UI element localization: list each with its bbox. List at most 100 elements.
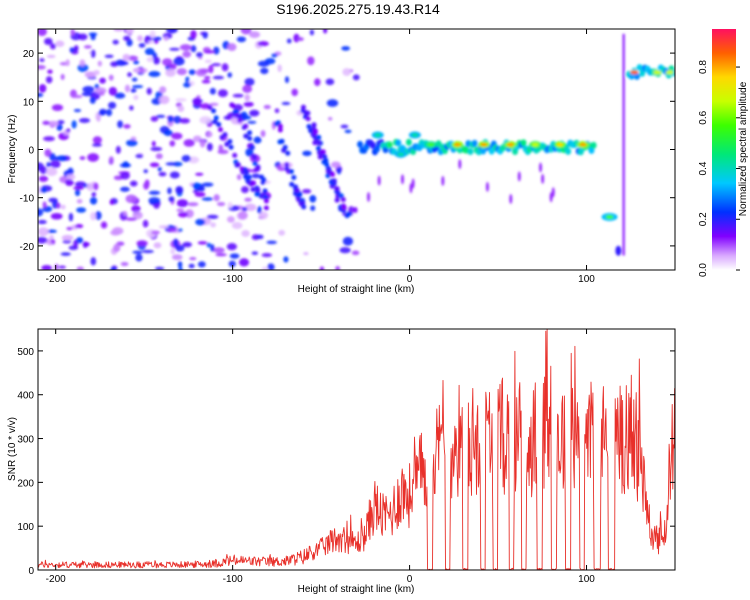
heatmap-cell [300, 200, 306, 206]
heatmap-cell [253, 136, 262, 144]
heatmap-cell [351, 250, 360, 256]
heatmap-cell [46, 229, 57, 234]
heatmap-cell [216, 201, 226, 207]
heatmap-cell [232, 152, 238, 158]
heatmap-cell [38, 227, 49, 237]
y-tick-label: 500 [17, 347, 34, 358]
colorbar-tick-label: 0.6 [698, 110, 709, 124]
heatmap-cell [135, 153, 144, 159]
x-tick-label: 0 [407, 274, 413, 285]
x-tick-label: -200 [46, 274, 66, 285]
heatmap-cell [263, 205, 269, 211]
heatmap-cell [207, 132, 213, 138]
heatmap-cell [377, 175, 381, 186]
heatmap-cell [258, 211, 269, 220]
heatmap-cell [158, 225, 169, 229]
heatmap-cell [284, 76, 290, 84]
heatmap-cell [239, 258, 250, 267]
heatmap-cell [340, 124, 349, 129]
heatmap-cell [409, 183, 413, 194]
heatmap-cell [201, 79, 211, 84]
heatmap-cell [289, 181, 295, 187]
heatmap-cell [179, 118, 190, 124]
heatmap-peak [579, 142, 587, 147]
heatmap-cell [146, 56, 154, 63]
snr-panel: -200 -100 0 100 0 100 200 300 400 500 Height of s… [7, 328, 676, 595]
heatmap-cell [176, 208, 185, 213]
heatmap-cell [338, 193, 344, 199]
heatmap-cell [277, 123, 283, 129]
heatmap-cell [435, 140, 442, 148]
heatmap-cell [342, 68, 352, 76]
heatmap-cell [135, 253, 143, 262]
heatmap-cell [323, 158, 329, 164]
heatmap-cell [307, 56, 315, 66]
heatmap-cell [42, 201, 47, 208]
y-tick-label: 400 [17, 391, 34, 402]
heatmap-cell [165, 162, 177, 166]
heatmap-cell [369, 141, 376, 149]
heatmap-cell [49, 153, 56, 161]
heatmap-cell [125, 139, 138, 147]
colorbar-ticks: 0.0 0.2 0.4 0.6 0.8 [698, 60, 740, 277]
heatmap-cell [109, 199, 114, 205]
colorbar-tick-label: 0.4 [698, 161, 709, 175]
heatmap-cell [231, 221, 243, 230]
heatmap-cell [123, 124, 131, 129]
heatmap-cell [83, 242, 90, 247]
heatmap-cell [639, 69, 646, 77]
heatmap-cell [66, 174, 76, 180]
heatmap-cell [243, 101, 254, 107]
heatmap-cell [282, 144, 288, 150]
heatmap-cell [142, 219, 149, 228]
heatmap-cell [66, 226, 73, 231]
heatmap-cell [549, 192, 553, 203]
heatmap-cell [99, 108, 107, 115]
heatmap-peak [480, 142, 488, 147]
heatmap-cell [291, 88, 298, 97]
heatmap-cell [541, 173, 545, 184]
heatmap-cell [177, 228, 183, 232]
heatmap-cell [83, 45, 92, 49]
heatmap-cell [49, 43, 56, 50]
heatmap-cell [335, 190, 341, 196]
heatmap-cell [248, 31, 261, 38]
heatmap-cell [213, 46, 220, 55]
heatmap-cell [190, 30, 197, 39]
heatmap-cell [163, 129, 173, 137]
heatmap-cell [133, 94, 139, 101]
heatmap-cell [334, 186, 340, 192]
heatmap-cell [633, 72, 640, 80]
heatmap-peak [630, 70, 639, 75]
heatmap-cell [284, 162, 290, 168]
heatmap-cell [38, 92, 44, 98]
heatmap-peak [653, 70, 662, 75]
heatmap-cell [125, 217, 137, 221]
heatmap-cell [344, 129, 352, 134]
heatmap-cell [57, 120, 65, 125]
heatmap-cell [471, 139, 478, 147]
y-tick-label: 100 [17, 522, 34, 533]
heatmap-cell [165, 68, 176, 77]
heatmap-cell [143, 181, 149, 190]
heatmap-cell [250, 187, 256, 193]
snr-series-line [38, 329, 675, 570]
y-tick-label: 20 [23, 49, 35, 60]
heatmap-cell [305, 110, 311, 116]
heatmap-cell [90, 212, 97, 221]
heatmap-cell [171, 132, 183, 140]
heatmap-cell [113, 29, 124, 32]
heatmap-cell [309, 29, 315, 36]
heatmap-cell [252, 154, 258, 160]
heatmap-cell [286, 38, 292, 44]
heatmap-cell [297, 191, 303, 197]
heatmap-cell [316, 140, 322, 146]
heatmap-cell [249, 109, 260, 117]
heatmap-cell [226, 243, 237, 251]
heatmap-cell [262, 188, 268, 194]
heatmap-cell [283, 256, 289, 263]
heatmap-cell [303, 252, 309, 256]
heatmap-cell [211, 108, 217, 114]
heatmap-cell [131, 77, 138, 82]
